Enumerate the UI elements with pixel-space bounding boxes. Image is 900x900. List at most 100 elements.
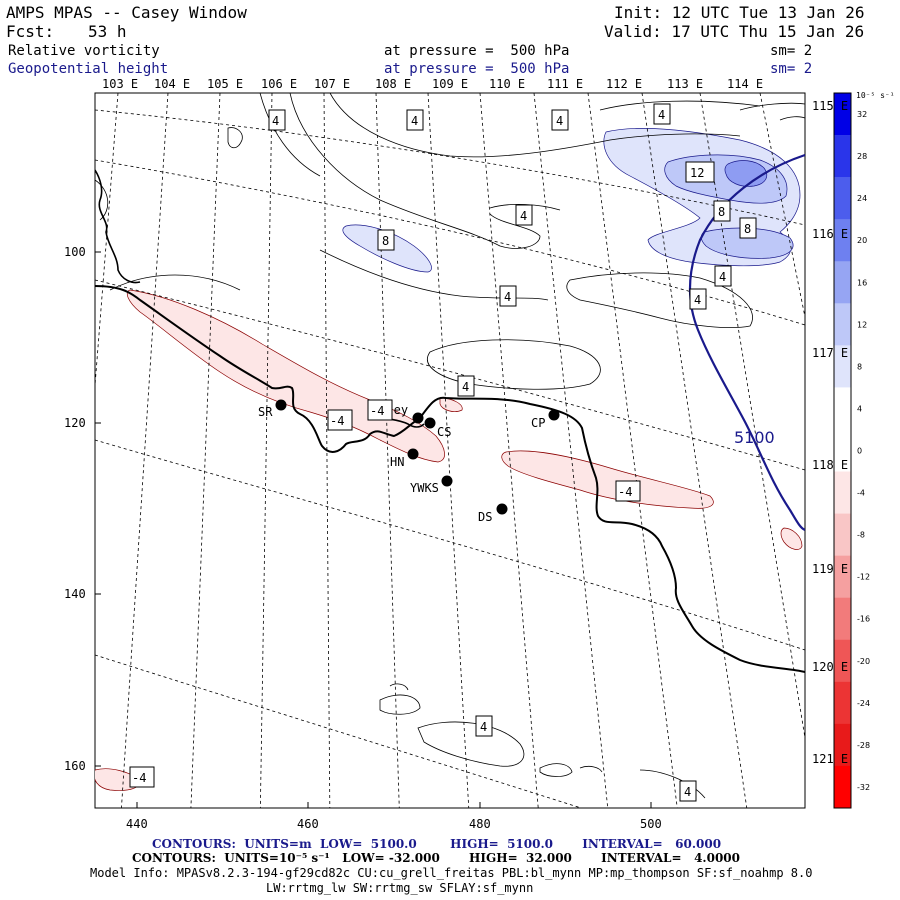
svg-text:-4: -4: [132, 771, 146, 785]
lon-label-right: 120 E: [812, 660, 849, 674]
map-frame: [94, 92, 806, 809]
colorbar-level-label: 4: [857, 404, 862, 413]
svg-text:-4: -4: [330, 414, 344, 428]
lon-label-right: 115 E: [812, 99, 849, 113]
svg-text:4: 4: [480, 720, 487, 734]
colorbar-level-label: -8: [857, 531, 865, 540]
lon-label: 108 E: [375, 77, 412, 91]
station-marker-ds: [496, 503, 508, 515]
colorbar-swatch: [834, 177, 851, 220]
station-label-sr: SR: [258, 405, 273, 419]
svg-text:4: 4: [719, 270, 726, 284]
lon-label: 103 E: [102, 77, 139, 91]
svg-text:4: 4: [504, 290, 511, 304]
svg-text:8: 8: [744, 222, 751, 236]
lon-label: 113 E: [667, 77, 704, 91]
contour-label: 4: [551, 109, 569, 131]
colorbar-swatch: [834, 513, 851, 556]
contour-label-negative: 4-4: [129, 766, 155, 788]
lon-label: 105 E: [207, 77, 244, 91]
y-tick-label: 120: [64, 416, 86, 430]
lon-label-right: 119 E: [812, 562, 849, 576]
station-marker-hn: [407, 448, 419, 460]
colorbar-swatch: [834, 681, 851, 725]
contour-label: 4: [268, 109, 286, 131]
station-marker-cs: [424, 417, 436, 429]
height-contour-label: 5100: [734, 428, 775, 447]
colorbar-frame: [833, 92, 852, 809]
colorbar-swatch: [834, 345, 851, 388]
footer-physics-info: LW:rrtmg_lw SW:rrtmg_sw SFLAY:sf_mynn: [266, 881, 534, 895]
left-axis-ticks: [95, 251, 652, 808]
vort-shade-pos-ne-lower: [700, 227, 794, 259]
y-tick-label: 100: [64, 245, 86, 259]
field2-name: Geopotential height: [8, 61, 169, 77]
vort-shade-neg-east: [501, 450, 714, 509]
x-tick-label: 460: [297, 817, 319, 831]
lon-label: 104 E: [154, 77, 191, 91]
lon-label-right: 121 E: [812, 752, 849, 766]
colorbar-level-label: -24: [857, 699, 870, 708]
colorbar-units: 10⁻⁵ s⁻¹: [856, 91, 895, 100]
colorbar-swatch: [834, 387, 851, 430]
station-marker-casey: [412, 412, 424, 424]
station-marker-sr: [275, 399, 287, 411]
coastline-fragment-nw: [95, 169, 141, 284]
forecast-label: Fcst:: [6, 22, 55, 41]
station-label-ds: DS: [478, 510, 492, 524]
svg-text:4: 4: [272, 114, 279, 128]
contour-label: 4: [653, 103, 671, 125]
colorbar-swatch: [834, 597, 851, 641]
svg-text:4: 4: [694, 293, 701, 307]
vorticity-contours: [95, 93, 805, 799]
colorbar-level-label: -28: [857, 741, 870, 750]
colorbar-level-label: -16: [857, 615, 870, 624]
colorbar-swatch: [834, 429, 851, 472]
forecast-hour: 53 h: [88, 22, 127, 41]
svg-text:4: 4: [520, 209, 527, 223]
valid-time: Valid: 17 UTC Thu 15 Jan 26: [604, 22, 865, 41]
contour-label: 4: [457, 375, 475, 397]
contour-label: 4: [689, 288, 707, 310]
lon-label: 112 E: [606, 77, 643, 91]
contour-label: 4: [475, 715, 493, 737]
x-tick-label: 440: [126, 817, 148, 831]
contour-label-negative: -4: [327, 409, 353, 431]
contour-label: 4: [679, 780, 697, 802]
vort-shade-neg-coast: [126, 289, 445, 463]
colorbar-level-label: 28: [857, 152, 867, 161]
contour-label: 4: [515, 204, 533, 226]
contour-label: 4: [714, 265, 732, 287]
lon-label: 106 E: [261, 77, 298, 91]
svg-text:4: 4: [462, 380, 469, 394]
antarctic-coastline: [95, 285, 805, 673]
svg-text:4: 4: [658, 108, 665, 122]
colorbar-swatch: [834, 303, 851, 346]
colorbar-swatch: [834, 135, 851, 178]
svg-text:4: 4: [411, 114, 418, 128]
colorbar-level-label: -4: [857, 489, 865, 498]
station-markers: [275, 399, 560, 515]
lon-label: 111 E: [547, 77, 584, 91]
lon-label: 107 E: [314, 77, 351, 91]
plot-title: AMPS MPAS -- Casey Window: [6, 3, 247, 22]
init-time: Init: 12 UTC Tue 13 Jan 26: [614, 3, 865, 22]
contour-label: 8: [739, 217, 757, 239]
field1-smoothing: sm= 2: [770, 43, 813, 59]
colorbar-swatch: [834, 639, 851, 683]
longitude-graticule: [95, 93, 805, 808]
lon-label-right: 118 E: [812, 458, 849, 472]
svg-text:8: 8: [382, 234, 389, 248]
footer-vorticity-contours: CONTOURS: UNITS=10⁻⁵ s⁻¹ LOW= -32.000 HI…: [132, 851, 740, 865]
station-label-cp: CP: [531, 416, 545, 430]
contour-label-negative: -4: [615, 480, 641, 502]
x-tick-label: 480: [469, 817, 491, 831]
colorbar-level-label: 8: [857, 362, 862, 371]
colorbar-swatch: [834, 765, 851, 809]
station-label-hn: HN: [390, 455, 404, 469]
colorbar-level-label: -20: [857, 657, 870, 666]
contour-label: 12: [685, 161, 715, 183]
lon-label: 109 E: [432, 77, 469, 91]
svg-text:-4: -4: [370, 404, 384, 418]
